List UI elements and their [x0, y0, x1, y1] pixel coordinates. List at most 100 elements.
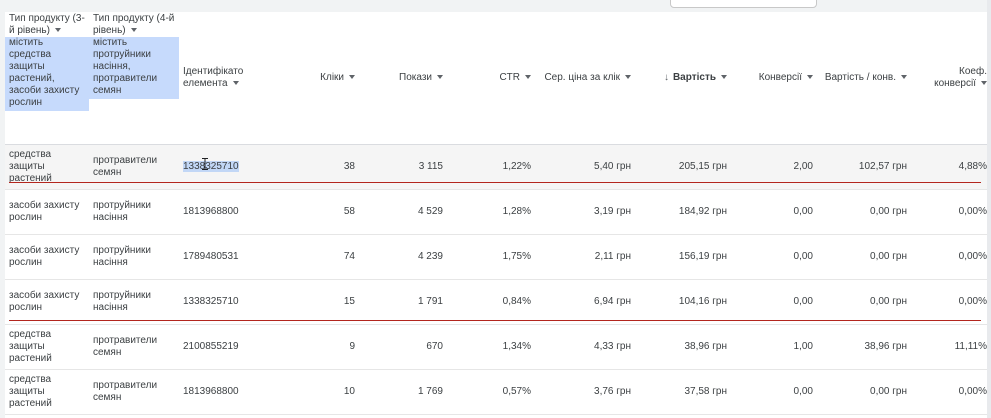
cell-value: 0,00 грн: [870, 296, 907, 307]
dropdown-caret-icon[interactable]: [981, 81, 987, 86]
table-cell-c8: 184,92 грн: [635, 189, 731, 235]
table-cell-c6: 1,75%: [447, 234, 535, 280]
cell-value: 102,57 грн: [858, 161, 907, 172]
dropdown-caret-icon[interactable]: [130, 28, 137, 33]
dropdown-caret-icon[interactable]: [437, 75, 443, 80]
column-header-c2[interactable]: Тип продукту (4-й рівень) містить протруй…: [89, 12, 179, 145]
cell-value: средства защиты растений: [9, 329, 52, 364]
column-header-label: Вартість: [672, 72, 716, 83]
table-cell-c2: протруйники насіння: [89, 234, 179, 280]
cell-value: 0,00: [793, 296, 813, 307]
table-cell-c8: 104,16 грн: [635, 279, 731, 325]
table-cell-c7: 4,33 грн: [535, 324, 635, 370]
red-underline-1: [9, 182, 981, 183]
cell-value: 156,19 грн: [678, 251, 727, 262]
dropdown-caret-icon[interactable]: [525, 75, 531, 80]
cell-value: средства защиты растений: [9, 374, 52, 409]
cell-value: 670: [426, 341, 443, 352]
column-header-label: Вартість / конв.: [824, 72, 896, 83]
cell-value: 1,22%: [502, 161, 531, 172]
column-header-c5[interactable]: Покази: [359, 12, 447, 145]
table-cell-c5: 4 529: [359, 189, 447, 235]
table-cell-c5: 1 791: [359, 279, 447, 325]
cell-value: 0,00%: [958, 296, 987, 307]
dropdown-caret-icon[interactable]: [349, 75, 355, 80]
column-header-c7[interactable]: Сер. ціна за клік: [535, 12, 635, 145]
table-cell-c3: 1813968800: [179, 189, 286, 235]
cell-value: 1813968800: [183, 206, 239, 217]
table-cell-c11: 0,00%: [911, 279, 991, 325]
column-header-c10[interactable]: Вартість / конв.: [817, 12, 911, 145]
dropdown-caret-icon[interactable]: [232, 81, 239, 86]
column-header-label: CTR: [499, 72, 520, 83]
sort-arrow-icon: ↓: [663, 72, 669, 83]
cell-value: 0,00: [793, 206, 813, 217]
cell-value: 1,00: [793, 341, 813, 352]
column-header-label: Коеф. конверсії: [934, 66, 987, 89]
cell-value: протруйники насіння: [93, 290, 152, 313]
cell-value: засоби захисту рослин: [9, 290, 80, 313]
table-cell-c10: 38,96 грн: [817, 324, 911, 370]
dropdown-caret-icon[interactable]: [807, 75, 813, 80]
table-cell-c3: 1813968800: [179, 369, 286, 415]
table-cell-c10: 0,00 грн: [817, 279, 911, 325]
cell-value: 1813968800: [183, 386, 239, 397]
cell-value: 4,33 грн: [594, 341, 631, 352]
table-cell-c1: средства защиты растений: [5, 369, 89, 415]
column-header-c9[interactable]: Конверсії: [731, 12, 817, 145]
column-filter-summary: містить протруйники насіння, протравител…: [89, 37, 179, 99]
table-cell-c6: 1,34%: [447, 324, 535, 370]
table-cell-c3: 2100855219: [179, 324, 286, 370]
cell-value: 0,84%: [502, 296, 531, 307]
column-filter-summary: містить средства защиты растений, засоби…: [5, 37, 89, 111]
table-row[interactable]: средства защиты растений протравители сем…: [5, 369, 991, 415]
table-cell-c6: 1,28%: [447, 189, 535, 235]
table-cell-c2: протравители семян: [89, 324, 179, 370]
table-cell-c7: 3,19 грн: [535, 189, 635, 235]
cell-value: 38,96 грн: [684, 341, 727, 352]
table-row[interactable]: засоби захисту рослин протруйники насіння…: [5, 234, 991, 280]
cell-value: 1 769: [417, 386, 443, 397]
table-row[interactable]: средства защиты растений протравители сем…: [5, 324, 991, 370]
dropdown-caret-icon[interactable]: [901, 75, 907, 80]
column-header-c1[interactable]: Тип продукту (3-й рівень) містить средств…: [5, 12, 89, 145]
table-cell-c3: 1789480531: [179, 234, 286, 280]
dropdown-caret-icon[interactable]: [625, 75, 631, 80]
cell-value: 58: [343, 206, 355, 217]
table-cell-c2: протруйники насіння: [89, 189, 179, 235]
table-cell-c1: засоби захисту рослин: [5, 279, 89, 325]
column-header-c8[interactable]: ↓ Вартість: [635, 12, 731, 145]
column-header-label: Кліки: [320, 72, 344, 83]
table-cell-c4: 10: [286, 369, 359, 415]
table-row[interactable]: засоби захисту рослин протруйники насіння…: [5, 279, 991, 325]
table-cell-c5: 670: [359, 324, 447, 370]
cell-value: 3 115: [418, 161, 443, 172]
cell-value: 1,75%: [502, 251, 531, 262]
table-row[interactable]: засоби захисту рослин протруйники насіння…: [5, 189, 991, 235]
cell-value: 74: [343, 251, 355, 262]
column-header-c6[interactable]: CTR: [447, 12, 535, 145]
table-cell-c9: 1,00: [731, 324, 817, 370]
cell-value: 0,00 грн: [870, 206, 907, 217]
table-cell-c7: 2,11 грн: [535, 234, 635, 280]
toolbar-control[interactable]: [670, 0, 817, 8]
dropdown-caret-icon[interactable]: [721, 75, 727, 80]
table-body: средства защиты растений протравители сем…: [5, 144, 991, 415]
cell-value: 2,00: [793, 161, 813, 172]
vertical-scrollbar[interactable]: [987, 0, 991, 418]
column-header-c4[interactable]: Кліки: [286, 12, 359, 145]
cell-value: 37,58 грн: [684, 386, 727, 397]
table-cell-c8: 37,58 грн: [635, 369, 731, 415]
column-header-label: Покази: [399, 72, 432, 83]
cell-value: 0,00 грн: [870, 386, 907, 397]
column-header-c3[interactable]: Ідентифікато елемента: [179, 12, 286, 145]
cell-value: 1,28%: [502, 206, 531, 217]
cell-value: 10: [343, 386, 355, 397]
table-cell-c4: 9: [286, 324, 359, 370]
column-header-c11[interactable]: Коеф. конверсії: [911, 12, 991, 145]
dropdown-caret-icon[interactable]: [54, 28, 61, 33]
cell-value: 184,92 грн: [678, 206, 727, 217]
table-cell-c10: 0,00 грн: [817, 189, 911, 235]
table-cell-c8: 156,19 грн: [635, 234, 731, 280]
table-cell-c1: засоби захисту рослин: [5, 189, 89, 235]
